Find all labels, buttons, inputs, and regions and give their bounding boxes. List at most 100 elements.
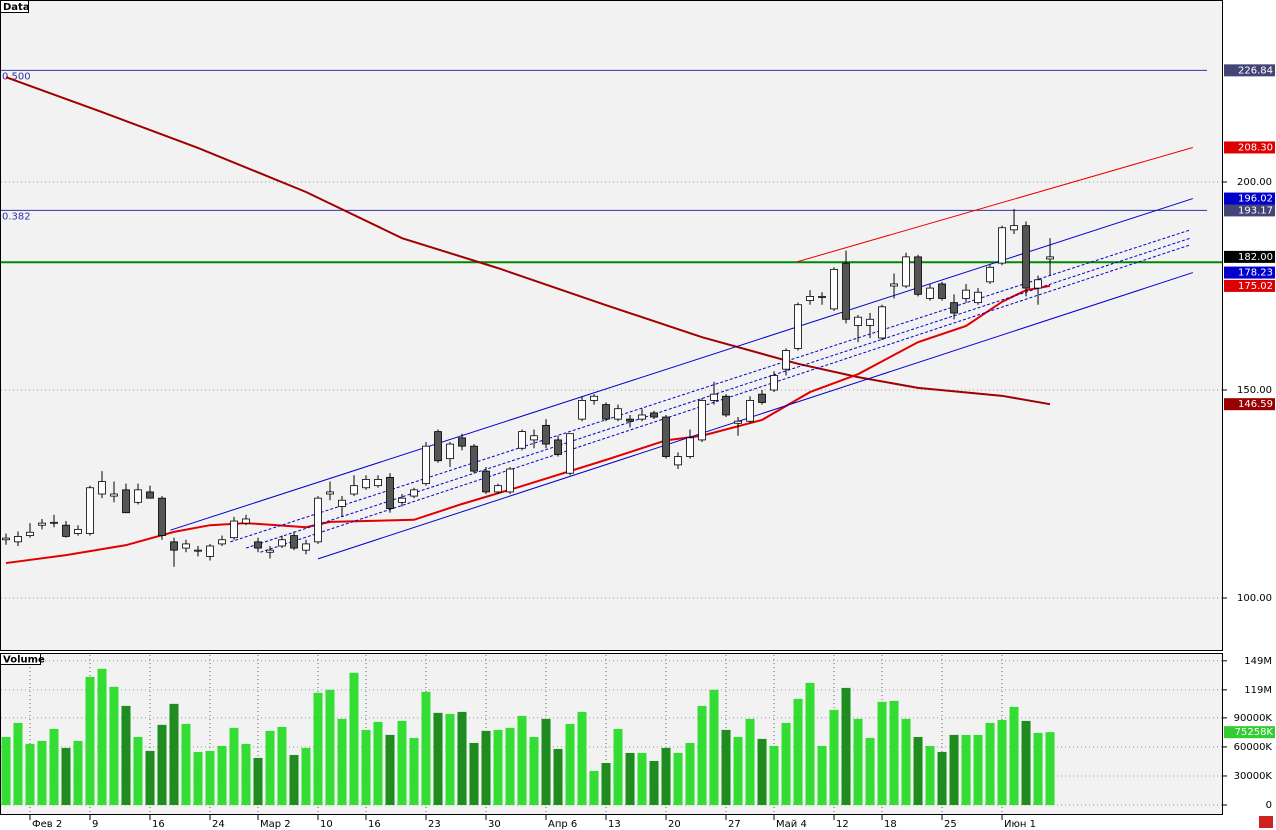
volume-bar [925,745,935,805]
candle-body [350,485,358,495]
candle-body [374,479,382,487]
volume-bar [385,734,395,805]
volume-bar [793,698,803,805]
fib-tag-bg [1224,204,1275,217]
volume-bar [469,742,479,805]
candle-body [194,549,202,552]
candle-body [542,424,550,445]
candle-body [230,520,238,539]
volume-bar [109,686,119,805]
volume-bar [553,748,563,805]
x-tick-label: Июн 1 [1004,819,1036,830]
candle-body [566,433,574,474]
candle-body [746,399,754,422]
volume-bar [889,700,899,805]
candle-body [902,256,910,287]
volume-bar [493,729,503,805]
x-tick-label: 20 [668,819,681,830]
candle-body [710,393,718,401]
line-tag-bg [1224,279,1275,292]
candle-body [38,522,46,526]
volume-bar [733,736,743,805]
candle-body [974,291,982,304]
volume-bar [145,750,155,805]
plot-layer: 100.00 150.00 200.00 Фев 2 9 16 24 Мар 2 10 16 23 3… [1,64,1275,830]
volume-bar [265,730,275,805]
volume-bar [1033,732,1043,805]
volume-bar [541,718,551,805]
volume-bar [421,691,431,805]
volume-bar [517,715,527,805]
volume-bar [877,701,887,805]
candle-body [362,479,370,489]
volume-bar [337,718,347,805]
candle-body [206,545,214,557]
candle-body [962,289,970,299]
candle-body [758,393,766,403]
candle-body [518,431,526,449]
volume-bar [409,737,419,805]
candle-body [926,287,934,299]
volume-bar [937,751,947,805]
candle-body [806,295,814,301]
volume-bar [985,722,995,805]
volume-bar [97,668,107,805]
candle-body [314,497,322,543]
candle-body [722,395,730,416]
line-tag: 175.02 [1238,281,1273,292]
candle-body [734,420,742,424]
volume-bar [757,738,767,805]
candle-body [74,528,82,534]
candle-body [818,295,826,298]
candle-body [1010,225,1018,231]
y-tick-label: 119M [1244,685,1272,696]
candle-body [278,539,286,547]
price-panel [0,0,1223,651]
y-tick-label: 150.00 [1237,385,1272,396]
volume-bar [181,723,191,805]
candle-body [2,537,10,541]
volume-bar [37,740,47,805]
volume-bar [457,711,467,805]
volume-bar [673,752,683,805]
volume-bar [661,747,671,805]
candle-body [458,437,466,447]
candle-body [794,304,802,349]
candle-body [782,350,790,370]
candle-body [1034,279,1042,289]
candle-body [398,497,406,503]
x-tick-label: 23 [428,819,441,830]
volume-bar [721,729,731,805]
volume-bar [169,703,179,805]
volume-bar [949,734,959,805]
volume-bar [913,736,923,805]
candle-body [290,535,298,549]
candle-body [602,404,610,420]
volume-bar [1009,706,1019,805]
volume-bar [241,743,251,805]
volume-bar [901,718,911,805]
candle-body [422,445,430,485]
candle-body [878,306,886,339]
line-tag-bg [1224,266,1275,279]
x-tick-label: 30 [488,819,501,830]
candle-body [662,416,670,457]
volume-bar [601,763,611,805]
fib-label: 0.500 [2,71,31,82]
candle-body [98,481,106,495]
volume-bar [133,736,143,805]
candle-body [158,497,166,537]
x-tick-label: 10 [320,819,333,830]
candle-body [770,375,778,391]
line-tag: 146.59 [1238,399,1273,410]
volume-bar [73,740,83,805]
overlay-line [230,229,1191,543]
volume-bar [25,743,35,805]
candle-body [530,435,538,441]
line-tag-bg [1224,398,1275,411]
corner-icon[interactable] [1259,816,1273,828]
candle-body [254,541,262,549]
candle-body [986,266,994,283]
